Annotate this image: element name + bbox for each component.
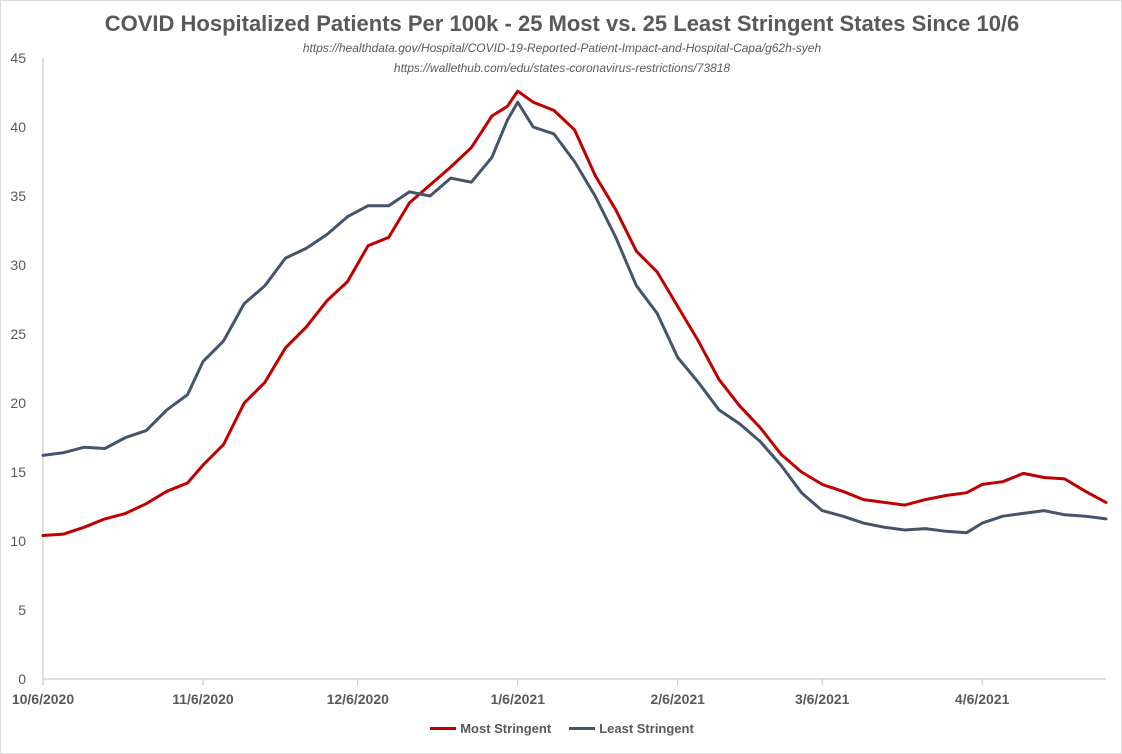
chart-title: COVID Hospitalized Patients Per 100k - 2… xyxy=(104,11,1020,36)
x-tick-label-2: 12/6/2020 xyxy=(327,691,389,707)
x-tick-label-4: 2/6/2021 xyxy=(650,691,705,707)
legend-label-least-stringent: Least Stringent xyxy=(599,721,694,736)
legend-item-most-stringent: Most Stringent xyxy=(430,721,551,736)
source-link-wallethub: https://wallethub.com/edu/states-coronav… xyxy=(393,61,731,75)
x-tick-label-3: 1/6/2021 xyxy=(490,691,545,707)
y-tick-label-35: 35 xyxy=(10,188,26,204)
y-tick-label-40: 40 xyxy=(10,119,26,135)
y-tick-label-20: 20 xyxy=(10,395,26,411)
legend-item-least-stringent: Least Stringent xyxy=(569,721,694,736)
legend-label-most-stringent: Most Stringent xyxy=(460,721,552,736)
y-tick-label-0: 0 xyxy=(18,671,26,687)
source-link-healthdata: https://healthdata.gov/Hospital/COVID-19… xyxy=(302,41,822,55)
x-tick-label-0: 10/6/2020 xyxy=(12,691,74,707)
legend-swatch-most-stringent xyxy=(430,727,457,730)
y-tick-label-5: 5 xyxy=(18,602,26,618)
x-tick-label-1: 11/6/2020 xyxy=(172,691,234,707)
y-tick-label-15: 15 xyxy=(10,464,26,480)
x-tick-label-6: 4/6/2021 xyxy=(955,691,1010,707)
y-tick-label-45: 45 xyxy=(10,50,26,66)
y-tick-label-25: 25 xyxy=(10,326,26,342)
legend-swatch-least-stringent xyxy=(569,727,596,730)
legend: Most Stringent Least Stringent xyxy=(1,721,1122,736)
series-line-most-stringent xyxy=(41,89,1108,537)
x-tick-label-5: 3/6/2021 xyxy=(795,691,850,707)
y-tick-label-30: 30 xyxy=(10,257,26,273)
y-tick-label-10: 10 xyxy=(10,533,26,549)
series-line-least-stringent xyxy=(41,100,1108,535)
